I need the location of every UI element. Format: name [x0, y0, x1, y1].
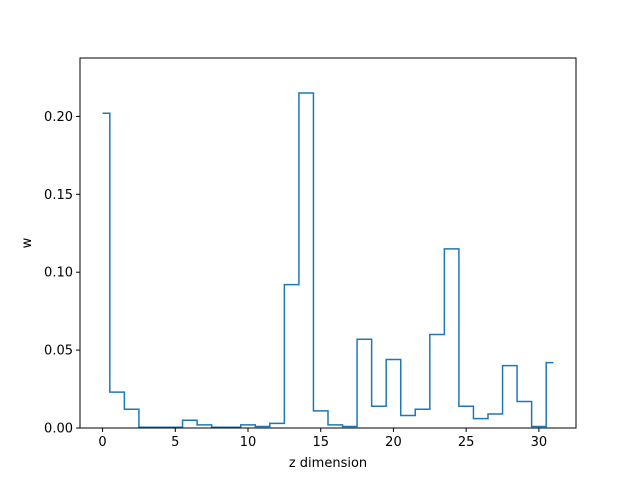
x-axis-label: z dimension [289, 456, 367, 471]
x-tick-label: 5 [171, 435, 179, 450]
series-layer [102, 92, 554, 428]
y-tick-label: 0.10 [44, 266, 73, 281]
x-axis: 0 5 10 15 20 25 30 [98, 428, 547, 450]
y-axis: 0.00 0.05 0.10 0.15 0.20 [44, 110, 80, 437]
x-tick-label: 10 [240, 435, 257, 450]
x-tick-label: 20 [385, 435, 402, 450]
y-tick-label: 0.00 [44, 422, 73, 437]
x-tick-label: 25 [458, 435, 475, 450]
series-line-0 [102, 92, 554, 428]
x-tick-label: 30 [531, 435, 548, 450]
y-tick-label: 0.15 [44, 188, 73, 203]
y-axis-label: w [20, 237, 35, 248]
y-tick-label: 0.20 [44, 110, 73, 125]
y-tick-label: 0.05 [44, 344, 73, 359]
x-tick-label: 0 [98, 435, 106, 450]
x-tick-label: 15 [312, 435, 329, 450]
plot-frame [79, 57, 577, 429]
